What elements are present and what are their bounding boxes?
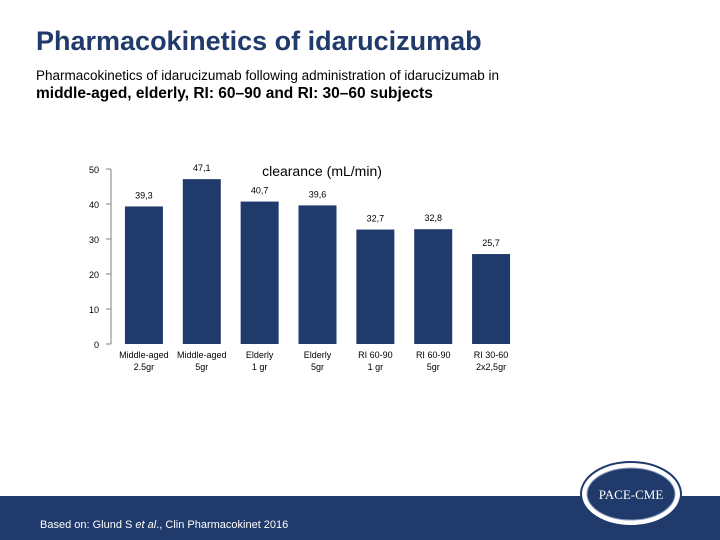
y-tick-label: 40 <box>89 200 99 210</box>
subtitle-line-1: Pharmacokinetics of idarucizumab followi… <box>36 68 499 83</box>
source-suffix: ., Clin Pharmacokinet 2016 <box>156 519 289 531</box>
bar-value-label: 39,6 <box>309 189 327 199</box>
x-tick-label: Middle-aged <box>177 350 227 360</box>
pace-cme-logo: PACE-CME <box>580 461 682 527</box>
bar <box>356 229 395 344</box>
source-citation: Based on: Glund S et al., Clin Pharmacok… <box>40 519 288 531</box>
x-tick-label: RI 30-60 <box>474 350 509 360</box>
y-tick-label: 30 <box>89 235 99 245</box>
x-tick-label: Elderly <box>304 350 332 360</box>
bar <box>182 179 221 344</box>
bar <box>298 205 337 344</box>
x-tick-labels-group: Middle-aged 2.5gr Middle-aged 5gr Elderly 1 g… <box>119 350 508 372</box>
bar <box>472 254 511 344</box>
x-tick-label: 1 gr <box>368 362 384 372</box>
bar-value-label: 39,3 <box>135 190 153 200</box>
x-tick-label: Middle-aged <box>119 350 169 360</box>
bar-value-label: 47,1 <box>193 163 211 173</box>
slide-title: Pharmacokinetics of idarucizumab <box>36 26 482 56</box>
x-tick-label: 5gr <box>311 362 324 372</box>
logo-text: PACE-CME <box>599 487 664 502</box>
x-tick-label: 5gr <box>195 362 208 372</box>
x-tick-label: 2.5gr <box>134 362 155 372</box>
bar-value-label: 32,8 <box>424 213 442 223</box>
bar <box>124 206 163 344</box>
chart-title: clearance (mL/min) <box>262 163 382 179</box>
y-tick-label: 10 <box>89 305 99 315</box>
subtitle-line-2: middle-aged, elderly, RI: 60–90 and RI: … <box>36 85 433 102</box>
value-labels-group: 39,3 47,1 40,7 39,6 32,7 32,8 25,7 <box>135 163 500 248</box>
x-tick-label: 1 gr <box>252 362 268 372</box>
logo-seal-inner <box>586 467 676 521</box>
source-prefix: Based on: Glund S <box>40 519 136 531</box>
bars-group <box>124 179 511 344</box>
x-tick-label: 2x2,5gr <box>476 362 506 372</box>
source-italic: et al <box>135 519 157 531</box>
x-tick-label: 5gr <box>427 362 440 372</box>
bar-value-label: 25,7 <box>482 238 500 248</box>
bar-value-label: 32,7 <box>367 214 385 224</box>
bar <box>414 229 453 344</box>
x-tick-label: Elderly <box>246 350 274 360</box>
y-tick-label: 50 <box>89 165 99 175</box>
y-tick-label: 20 <box>89 270 99 280</box>
y-tick-label: 0 <box>94 340 99 350</box>
y-axis: 0 10 20 30 40 50 <box>89 165 112 350</box>
bar-value-label: 40,7 <box>251 186 269 196</box>
x-tick-label: RI 60-90 <box>416 350 451 360</box>
bar <box>240 201 279 344</box>
slide-subtitle: Pharmacokinetics of idarucizumab followi… <box>36 67 676 104</box>
x-tick-label: RI 60-90 <box>358 350 393 360</box>
